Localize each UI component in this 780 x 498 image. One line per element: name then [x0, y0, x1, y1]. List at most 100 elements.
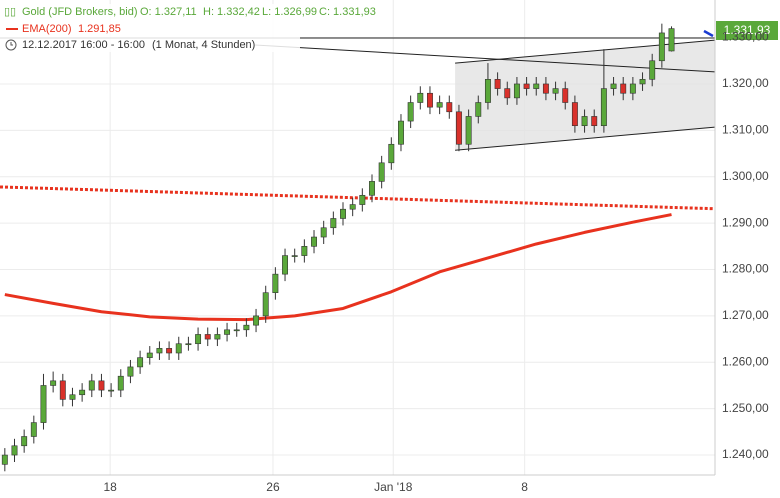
y-tick-label: 1.330,00	[722, 30, 769, 44]
candle-body	[552, 88, 559, 94]
candle-body	[610, 83, 617, 89]
candle-body	[11, 445, 18, 456]
candle-body	[475, 102, 482, 117]
candle-body	[108, 389, 115, 392]
candle-body	[629, 83, 636, 94]
x-tick-label: 18	[103, 480, 117, 494]
channel-line	[455, 126, 716, 151]
candle-body	[311, 236, 317, 247]
candle-body	[253, 315, 260, 326]
candle-body	[600, 88, 607, 127]
candle-body	[195, 334, 202, 345]
candle-body	[446, 102, 453, 113]
candle-body	[465, 116, 472, 145]
candle-body	[533, 83, 540, 89]
price-arrow	[703, 29, 714, 38]
price-tag-label: 1.331,93	[724, 23, 771, 37]
y-tick-label: 1.310,00	[722, 123, 769, 137]
candle-body	[21, 436, 28, 447]
candle-body	[30, 422, 37, 437]
clock-icon	[10, 42, 13, 46]
candle-body	[282, 255, 288, 275]
candle-body	[427, 92, 433, 108]
candle-body	[79, 389, 86, 396]
y-tick-label: 1.250,00	[722, 401, 769, 415]
legend-instrument: Gold (JFD Brokers, bid)	[22, 6, 138, 18]
y-tick-label: 1.260,00	[722, 354, 769, 368]
candle-body	[59, 380, 66, 400]
candle-body	[185, 343, 192, 346]
candle-body	[340, 208, 346, 219]
candle-body	[204, 334, 211, 340]
candle-body	[649, 60, 656, 80]
candle-body	[127, 366, 134, 377]
candle-body	[117, 375, 124, 391]
candle-body	[320, 227, 327, 238]
y-tick-label: 1.290,00	[722, 215, 769, 229]
candle-body	[137, 357, 144, 368]
candle-body	[407, 102, 414, 122]
legend-ohlc: O: 1.327,11	[140, 6, 197, 18]
candle-body	[562, 88, 569, 103]
candle-body	[349, 204, 356, 210]
legend-ohlc: L: 1.326,99	[262, 6, 317, 18]
candle-body	[436, 102, 443, 108]
legend-indicator-value: 1.291,85	[78, 23, 121, 35]
trendline	[0, 185, 716, 211]
y-tick-label: 1.270,00	[722, 308, 769, 322]
trendline	[255, 44, 716, 73]
candle-body	[571, 102, 578, 127]
candle-body	[668, 28, 675, 52]
candle-body	[146, 352, 153, 358]
clock-icon	[5, 39, 17, 51]
y-tick-label: 1.300,00	[722, 169, 769, 183]
candle-body	[620, 83, 627, 94]
candle-body	[542, 83, 549, 94]
candle-body	[417, 92, 424, 103]
legend-indicator: EMA(200)	[22, 23, 72, 35]
legend-icon: ▯▯	[4, 6, 16, 18]
candle-body	[233, 329, 240, 332]
candle-body	[166, 348, 173, 354]
y-tick-label: 1.280,00	[722, 262, 769, 276]
candle-body	[639, 79, 646, 85]
candle-body	[243, 324, 250, 331]
candle-body	[581, 116, 588, 127]
candle-body	[301, 246, 308, 256]
x-tick-label: 8	[521, 480, 528, 494]
price-tag	[716, 21, 778, 40]
candle-body	[88, 380, 95, 391]
candle-body	[291, 255, 298, 257]
candle-body	[455, 111, 462, 145]
candle-body	[504, 88, 511, 99]
candle-body	[214, 334, 221, 340]
candle-body	[330, 218, 337, 229]
candle-body	[69, 394, 76, 400]
candle-body	[658, 32, 665, 62]
candle-body	[98, 380, 105, 391]
candle-body	[591, 116, 598, 127]
candle-body	[398, 120, 404, 145]
candle-body	[494, 79, 501, 89]
candle-body	[175, 343, 182, 354]
y-tick-label: 1.320,00	[722, 76, 769, 90]
x-tick-label: Jan '18	[374, 480, 413, 494]
candle-body	[378, 162, 385, 182]
candle-body	[513, 83, 520, 99]
candle-body	[388, 143, 395, 164]
candle-body	[50, 380, 57, 386]
candle-body	[224, 329, 231, 335]
x-tick-label: 26	[266, 480, 280, 494]
candle-body	[484, 79, 491, 103]
legend-period: 12.12.2017 16:00 - 16:00	[22, 39, 145, 51]
candle-body	[156, 348, 163, 354]
legend-bg	[0, 4, 300, 52]
legend: ▯▯ Gold (JFD Brokers, bid) O: 1.327,11 H…	[0, 4, 376, 52]
legend-ohlc: C: 1.331,93	[319, 6, 376, 18]
candle-body	[1, 454, 8, 465]
y-tick-label: 1.240,00	[722, 447, 769, 461]
candle-body	[359, 194, 366, 205]
legend-ohlc: H: 1.332,42	[203, 6, 260, 18]
candle-body	[523, 83, 530, 89]
